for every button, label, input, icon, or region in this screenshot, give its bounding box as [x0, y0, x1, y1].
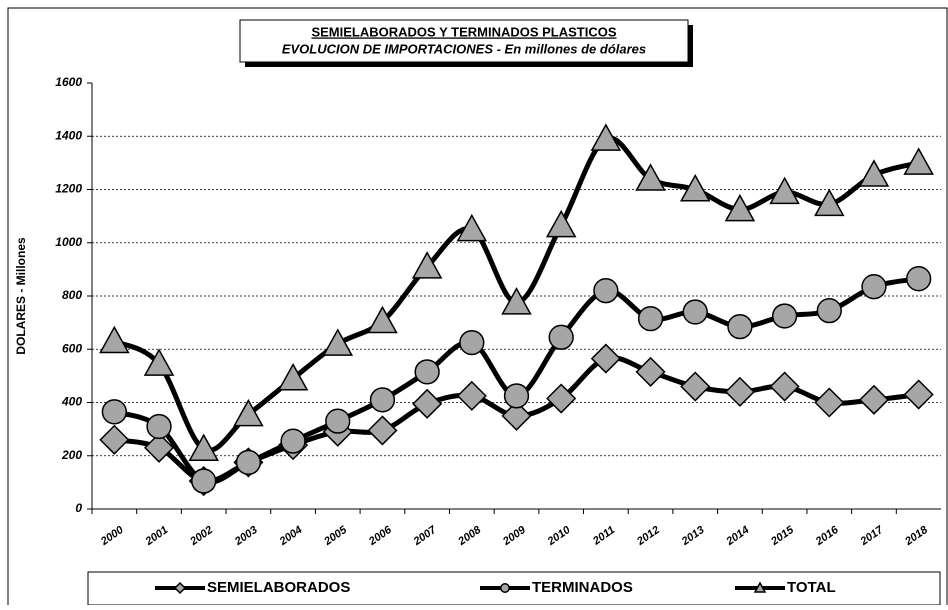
data-point	[771, 303, 798, 329]
data-point	[545, 209, 577, 238]
data-point	[637, 305, 664, 332]
y-axis-label: DOLARES - Millones	[14, 237, 28, 355]
data-point	[816, 297, 842, 324]
y-tick-label: 400	[61, 395, 82, 409]
legend-label: TERMINADOS	[532, 579, 633, 596]
legend-marker	[500, 583, 510, 593]
y-tick-label: 1600	[55, 75, 82, 89]
data-point	[235, 449, 262, 476]
data-point	[814, 188, 845, 217]
y-tick-label: 1200	[55, 182, 82, 196]
data-point	[903, 379, 934, 410]
legend-marker	[753, 581, 767, 593]
data-point	[501, 287, 532, 315]
data-point	[769, 176, 800, 205]
y-tick-label: 1000	[55, 235, 82, 249]
data-point	[903, 147, 934, 175]
data-point	[503, 383, 530, 409]
data-point	[906, 266, 932, 292]
data-point	[191, 468, 217, 494]
data-point	[501, 400, 532, 431]
data-point	[548, 324, 574, 350]
data-point	[546, 383, 577, 414]
data-point	[369, 387, 396, 413]
data-point	[188, 433, 219, 462]
y-tick-label: 600	[62, 341, 82, 355]
chart-title: SEMIELABORADOS Y TERMINADOS PLASTICOS	[311, 24, 616, 39]
data-point	[414, 359, 440, 385]
data-point	[325, 408, 351, 434]
data-point	[143, 432, 175, 463]
legend-marker	[173, 581, 187, 595]
legend-label: TOTAL	[787, 579, 836, 596]
data-point	[635, 356, 666, 387]
data-point	[680, 371, 711, 402]
data-point	[724, 376, 755, 407]
data-point	[143, 348, 175, 376]
data-point	[233, 398, 264, 427]
y-tick-label: 1400	[55, 128, 82, 142]
y-tick-label: 800	[62, 288, 82, 302]
data-point	[99, 424, 130, 455]
data-point	[322, 328, 354, 356]
title-box	[239, 19, 689, 63]
data-point	[456, 380, 487, 411]
y-tick-label: 200	[61, 448, 82, 462]
data-point	[101, 399, 127, 425]
data-point	[367, 415, 398, 446]
data-point	[593, 278, 619, 304]
data-point	[280, 428, 306, 454]
data-point	[858, 159, 890, 187]
data-point	[590, 123, 622, 151]
data-point	[412, 388, 443, 419]
data-point	[459, 329, 485, 356]
chart-frame	[7, 7, 948, 609]
legend-label: SEMIELABORADOS	[207, 579, 350, 596]
data-point	[411, 251, 443, 279]
y-tick-label: 0	[75, 501, 82, 515]
data-point	[590, 343, 621, 374]
data-point	[861, 274, 887, 300]
data-point	[277, 362, 309, 391]
data-point	[456, 213, 488, 242]
data-point	[367, 305, 398, 334]
data-point	[99, 325, 130, 354]
data-point	[727, 313, 753, 340]
data-point	[858, 384, 890, 415]
data-point	[769, 371, 800, 402]
data-point	[682, 299, 708, 325]
data-point	[679, 173, 711, 202]
data-point	[635, 163, 666, 191]
data-point	[814, 387, 845, 418]
data-point	[724, 193, 756, 222]
data-point	[146, 413, 172, 440]
chart-subtitle: EVOLUCION DE IMPORTACIONES - En millones…	[282, 41, 646, 56]
